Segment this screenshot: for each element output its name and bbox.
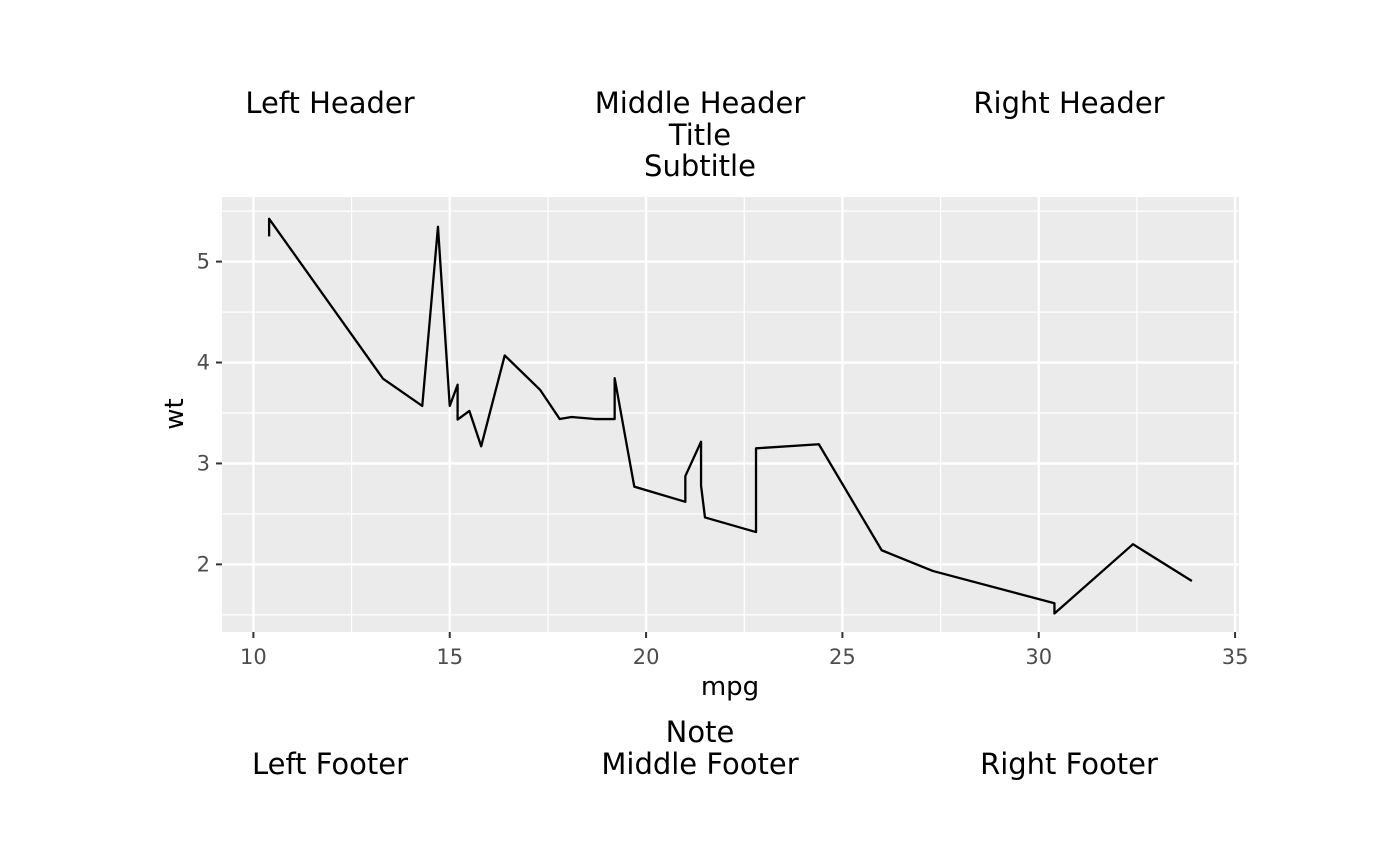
x-tick-label: 10 <box>240 645 267 669</box>
x-tick-label: 20 <box>633 645 660 669</box>
x-tick-label: 35 <box>1222 645 1249 669</box>
right-footer: Right Footer <box>980 747 1158 781</box>
series-line <box>267 217 1193 615</box>
y-axis: 2 3 4 5 <box>197 250 222 576</box>
minor-gridlines <box>222 197 1239 632</box>
plot-panel <box>222 197 1239 632</box>
data-series <box>267 217 1193 615</box>
chart-subtitle: Subtitle <box>644 149 756 183</box>
y-tick-label: 2 <box>197 552 210 576</box>
x-axis-title: mpg <box>701 672 759 702</box>
left-header: Left Header <box>245 86 414 120</box>
y-tick-label: 5 <box>197 250 210 274</box>
right-header: Right Header <box>973 86 1164 120</box>
y-tick-label: 4 <box>197 351 210 375</box>
chart-title: Title <box>668 118 731 152</box>
x-axis: 10 15 20 25 30 35 <box>240 632 1248 669</box>
left-footer: Left Footer <box>252 747 408 781</box>
chart-caption: Note <box>666 715 735 749</box>
x-tick-label: 15 <box>436 645 463 669</box>
middle-header: Middle Header <box>595 86 806 120</box>
major-gridlines <box>222 197 1239 632</box>
x-tick-label: 30 <box>1025 645 1052 669</box>
middle-footer: Middle Footer <box>601 747 798 781</box>
x-tick-label: 25 <box>829 645 856 669</box>
y-axis-title: wt <box>160 398 190 429</box>
y-tick-label: 3 <box>197 451 210 475</box>
